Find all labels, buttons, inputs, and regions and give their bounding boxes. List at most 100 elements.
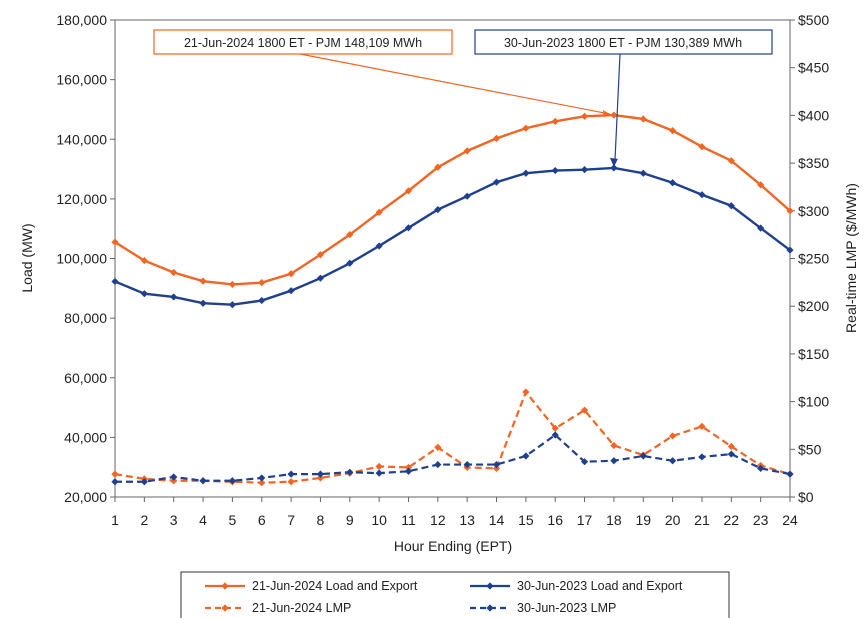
data-point xyxy=(258,296,266,305)
left-tick-label: 20,000 xyxy=(64,489,107,505)
series-3 xyxy=(111,388,794,487)
x-tick-label: 10 xyxy=(371,512,387,528)
x-tick-label: 3 xyxy=(170,512,178,528)
data-point xyxy=(522,124,530,132)
data-point xyxy=(463,460,471,469)
annotation-arrowhead xyxy=(602,110,612,118)
data-point xyxy=(551,117,559,125)
data-point xyxy=(170,293,178,301)
series-2 xyxy=(111,164,794,309)
data-point xyxy=(492,460,501,469)
x-tick-label: 13 xyxy=(459,512,475,528)
annotation-2: 30-Jun-2023 1800 ET - PJM 130,389 MWh xyxy=(474,29,773,167)
right-tick-label: $250 xyxy=(798,251,829,267)
x-tick-label: 9 xyxy=(346,512,354,528)
series-line xyxy=(115,433,791,483)
legend-item: 30-Jun-2023 LMP xyxy=(470,601,616,615)
left-tick-label: 180,000 xyxy=(56,12,107,28)
series-line xyxy=(114,166,791,306)
data-point xyxy=(228,301,236,309)
data-point xyxy=(316,274,325,282)
data-point xyxy=(522,388,530,396)
data-point xyxy=(727,157,735,165)
data-point xyxy=(786,207,794,215)
x-tick-label: 7 xyxy=(287,512,295,528)
data-point xyxy=(551,424,559,432)
data-point xyxy=(757,181,765,189)
data-point xyxy=(727,450,735,458)
data-point xyxy=(551,166,559,175)
data-point xyxy=(757,464,765,472)
data-point xyxy=(669,127,677,135)
data-point xyxy=(522,169,530,177)
data-point xyxy=(140,256,148,265)
right-tick-label: $100 xyxy=(798,394,829,410)
data-point xyxy=(610,441,618,450)
data-point xyxy=(346,468,354,476)
data-point xyxy=(258,474,266,482)
data-point xyxy=(258,279,266,287)
data-point xyxy=(111,238,119,246)
annotation-label: 21-Jun-2024 1800 ET - PJM 148,109 MWh xyxy=(184,36,422,50)
right-tick-label: $450 xyxy=(798,60,829,76)
x-axis-label: Hour Ending (EPT) xyxy=(394,538,512,554)
right-tick-label: $500 xyxy=(798,12,829,28)
legend: 21-Jun-2024 Load and Export 30-Jun-2023 L… xyxy=(180,571,730,618)
x-tick-label: 6 xyxy=(258,512,266,528)
right-tick-label: $350 xyxy=(798,155,829,171)
legend-item: 21-Jun-2024 Load and Export xyxy=(205,579,418,593)
left-tick-label: 80,000 xyxy=(64,310,107,326)
data-point xyxy=(669,457,677,465)
data-point xyxy=(727,442,735,451)
x-tick-label: 4 xyxy=(199,512,207,528)
x-tick-label: 1 xyxy=(111,512,119,528)
legend-label: 30-Jun-2023 Load and Export xyxy=(517,579,683,593)
x-tick-label: 12 xyxy=(430,512,446,528)
data-point xyxy=(580,458,589,466)
right-axis-ticks: $0 $50 $100 $150 $200 $250 $300 $350 $400 $450 $50… xyxy=(790,12,829,505)
left-tick-label: 100,000 xyxy=(56,251,107,267)
left-tick-label: 40,000 xyxy=(64,429,107,445)
data-point xyxy=(492,464,501,472)
data-point xyxy=(463,147,471,155)
annotations: 21-Jun-2024 1800 ET - PJM 148,109 MWh 30-… xyxy=(153,29,773,167)
data-point xyxy=(199,477,207,485)
series-layer xyxy=(111,111,794,487)
legend-label: 21-Jun-2024 LMP xyxy=(252,601,351,615)
data-point xyxy=(639,452,647,460)
left-tick-label: 160,000 xyxy=(56,72,107,88)
data-point xyxy=(346,231,354,239)
x-tick-label: 21 xyxy=(694,512,710,528)
left-axis-ticks: 20,000 40,000 60,000 80,000 100,000 120,000 14… xyxy=(56,12,115,505)
data-point xyxy=(434,460,442,469)
x-tick-label: 17 xyxy=(577,512,593,528)
data-point xyxy=(669,179,677,187)
data-point xyxy=(111,470,119,478)
data-point xyxy=(698,453,706,461)
x-tick-label: 2 xyxy=(140,512,148,528)
data-point xyxy=(610,111,618,119)
data-point xyxy=(580,112,589,120)
data-point xyxy=(580,406,589,414)
x-tick-label: 14 xyxy=(489,512,505,528)
data-point xyxy=(639,115,647,123)
left-tick-label: 120,000 xyxy=(56,191,107,207)
right-tick-label: $50 xyxy=(798,441,822,457)
x-tick-label: 24 xyxy=(782,512,798,528)
data-point xyxy=(434,443,442,451)
data-point xyxy=(610,164,618,172)
axes xyxy=(114,19,791,498)
data-point xyxy=(258,479,266,487)
annotation-label: 30-Jun-2023 1800 ET - PJM 130,389 MWh xyxy=(504,36,742,50)
series-line xyxy=(114,389,791,484)
data-point xyxy=(786,246,794,254)
right-tick-label: $0 xyxy=(798,489,814,505)
annotation-1: 21-Jun-2024 1800 ET - PJM 148,109 MWh xyxy=(153,29,612,118)
data-point xyxy=(199,277,207,285)
data-point xyxy=(170,477,178,485)
legend-box xyxy=(180,571,730,618)
y2-axis-label: Real-time LMP ($/MWh) xyxy=(843,183,859,333)
data-point xyxy=(375,462,383,471)
x-tick-label: 22 xyxy=(724,512,740,528)
